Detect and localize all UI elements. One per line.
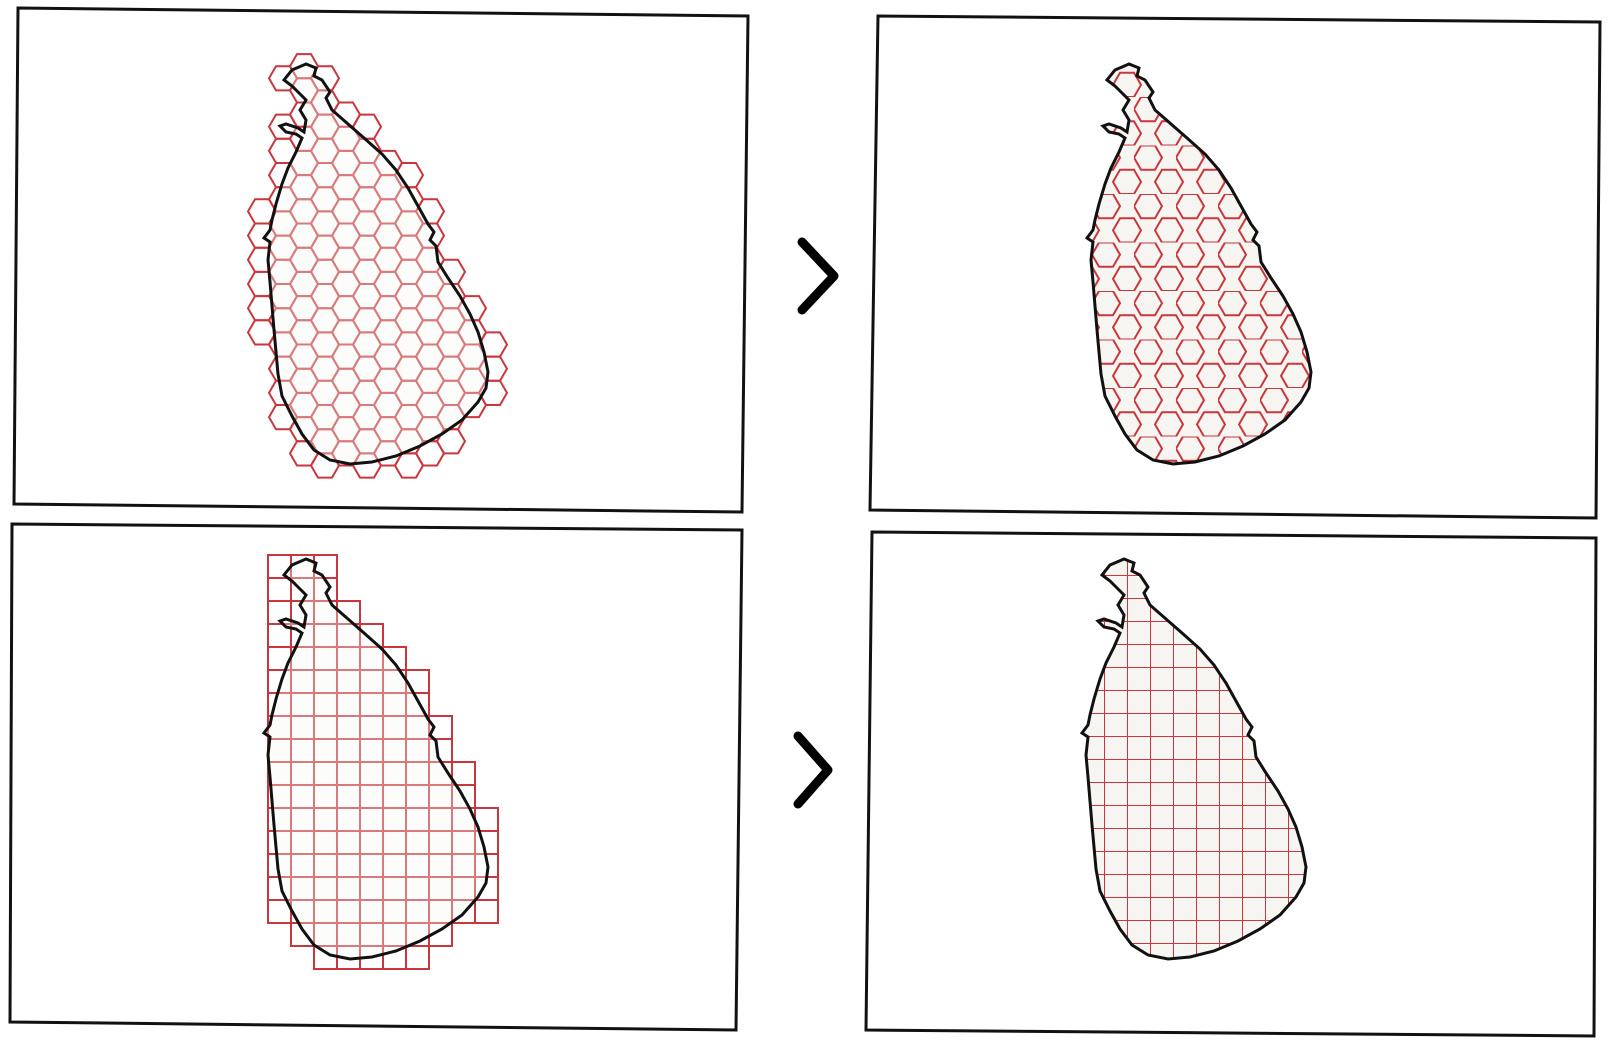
chevron-right-icon <box>797 237 839 315</box>
panel-square-after <box>1080 557 1308 961</box>
panel-square-before <box>262 554 499 970</box>
hex-cell <box>435 428 467 455</box>
square-grid-clipped <box>1082 559 1306 959</box>
hex-grid-clipped <box>1087 64 1311 464</box>
panel-frame-hex-before <box>12 6 750 514</box>
panel-frame-hex-after <box>868 14 1602 520</box>
panel-frame-square-before <box>8 522 744 1032</box>
panel-hex-after <box>1085 62 1313 466</box>
panel-hex-before <box>246 53 509 479</box>
chevron-right-icon <box>793 731 833 809</box>
square-cell <box>267 577 292 602</box>
square-cell <box>405 945 430 970</box>
island-outline <box>262 557 490 961</box>
panel-frame-square-after <box>864 530 1598 1038</box>
square-cell <box>474 899 499 924</box>
island-outline <box>262 62 490 466</box>
